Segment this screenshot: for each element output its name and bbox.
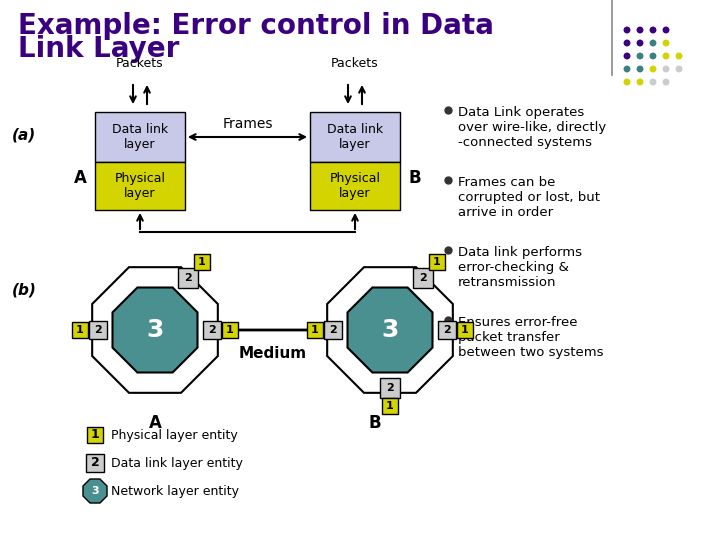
Text: 2: 2 [443, 325, 451, 335]
Circle shape [624, 66, 630, 72]
Circle shape [650, 27, 656, 33]
Circle shape [637, 27, 643, 33]
Circle shape [624, 27, 630, 33]
Text: B: B [369, 414, 382, 432]
Text: A: A [74, 169, 87, 187]
FancyBboxPatch shape [194, 254, 210, 270]
Text: 2: 2 [184, 273, 192, 283]
Text: 1: 1 [226, 325, 234, 335]
Text: 1: 1 [461, 325, 469, 335]
Text: Physical
layer: Physical layer [114, 172, 166, 200]
FancyBboxPatch shape [310, 112, 400, 162]
FancyBboxPatch shape [413, 268, 433, 288]
FancyBboxPatch shape [178, 268, 198, 288]
Circle shape [663, 53, 669, 59]
Circle shape [663, 66, 669, 72]
Polygon shape [348, 287, 433, 373]
Text: Example: Error control in Data: Example: Error control in Data [18, 12, 494, 40]
Text: 2: 2 [91, 456, 99, 469]
Circle shape [650, 66, 656, 72]
Circle shape [676, 53, 682, 59]
FancyBboxPatch shape [307, 322, 323, 338]
Text: Packets: Packets [116, 57, 164, 70]
FancyBboxPatch shape [457, 322, 473, 338]
Text: B: B [408, 169, 420, 187]
Circle shape [650, 53, 656, 59]
Text: 3: 3 [146, 318, 163, 342]
Text: Packets: Packets [331, 57, 379, 70]
Text: Physical
layer: Physical layer [330, 172, 380, 200]
Text: 2: 2 [329, 325, 337, 335]
Text: 2: 2 [208, 325, 216, 335]
Circle shape [637, 79, 643, 85]
FancyBboxPatch shape [87, 427, 103, 443]
Text: 3: 3 [91, 486, 99, 496]
FancyBboxPatch shape [95, 112, 185, 162]
Text: Network layer entity: Network layer entity [111, 484, 239, 497]
Polygon shape [92, 267, 218, 393]
FancyBboxPatch shape [438, 321, 456, 339]
FancyBboxPatch shape [324, 321, 342, 339]
Text: Data link performs
error-checking &
retransmission: Data link performs error-checking & retr… [458, 246, 582, 289]
Circle shape [676, 66, 682, 72]
Text: 2: 2 [386, 383, 394, 393]
Circle shape [624, 79, 630, 85]
Text: Data Link operates
over wire-like, directly
-connected systems: Data Link operates over wire-like, direc… [458, 106, 606, 149]
Text: Frames can be
corrupted or lost, but
arrive in order: Frames can be corrupted or lost, but arr… [458, 176, 600, 219]
Text: 1: 1 [198, 257, 206, 267]
Text: 1: 1 [433, 257, 441, 267]
FancyBboxPatch shape [86, 454, 104, 472]
Text: Data link
layer: Data link layer [112, 123, 168, 151]
Text: 1: 1 [386, 401, 394, 411]
Text: 1: 1 [91, 429, 99, 442]
Text: Data link
layer: Data link layer [327, 123, 383, 151]
FancyBboxPatch shape [382, 398, 398, 414]
Text: (b): (b) [12, 282, 37, 298]
Text: Physical layer entity: Physical layer entity [111, 429, 238, 442]
Circle shape [663, 40, 669, 46]
Text: Frames: Frames [222, 117, 273, 131]
Circle shape [637, 40, 643, 46]
Text: 2: 2 [419, 273, 427, 283]
FancyBboxPatch shape [89, 321, 107, 339]
Text: Link Layer: Link Layer [18, 35, 179, 63]
Circle shape [624, 53, 630, 59]
Text: 2: 2 [94, 325, 102, 335]
Text: 1: 1 [76, 325, 84, 335]
Text: Data link layer entity: Data link layer entity [111, 456, 243, 469]
FancyBboxPatch shape [72, 322, 88, 338]
Polygon shape [327, 267, 453, 393]
FancyBboxPatch shape [429, 254, 445, 270]
Circle shape [650, 40, 656, 46]
Text: 3: 3 [382, 318, 399, 342]
FancyBboxPatch shape [203, 321, 221, 339]
Circle shape [663, 27, 669, 33]
Text: (a): (a) [12, 127, 36, 143]
Circle shape [637, 53, 643, 59]
Circle shape [663, 79, 669, 85]
Text: 1: 1 [311, 325, 319, 335]
Text: A: A [148, 414, 161, 432]
FancyBboxPatch shape [380, 378, 400, 398]
Circle shape [650, 79, 656, 85]
Circle shape [624, 40, 630, 46]
Polygon shape [112, 287, 197, 373]
Text: Ensures error-free
packet transfer
between two systems: Ensures error-free packet transfer betwe… [458, 316, 603, 359]
FancyBboxPatch shape [95, 162, 185, 210]
FancyBboxPatch shape [222, 322, 238, 338]
Text: Medium: Medium [238, 346, 307, 361]
Polygon shape [83, 479, 107, 503]
FancyBboxPatch shape [310, 162, 400, 210]
Circle shape [637, 66, 643, 72]
